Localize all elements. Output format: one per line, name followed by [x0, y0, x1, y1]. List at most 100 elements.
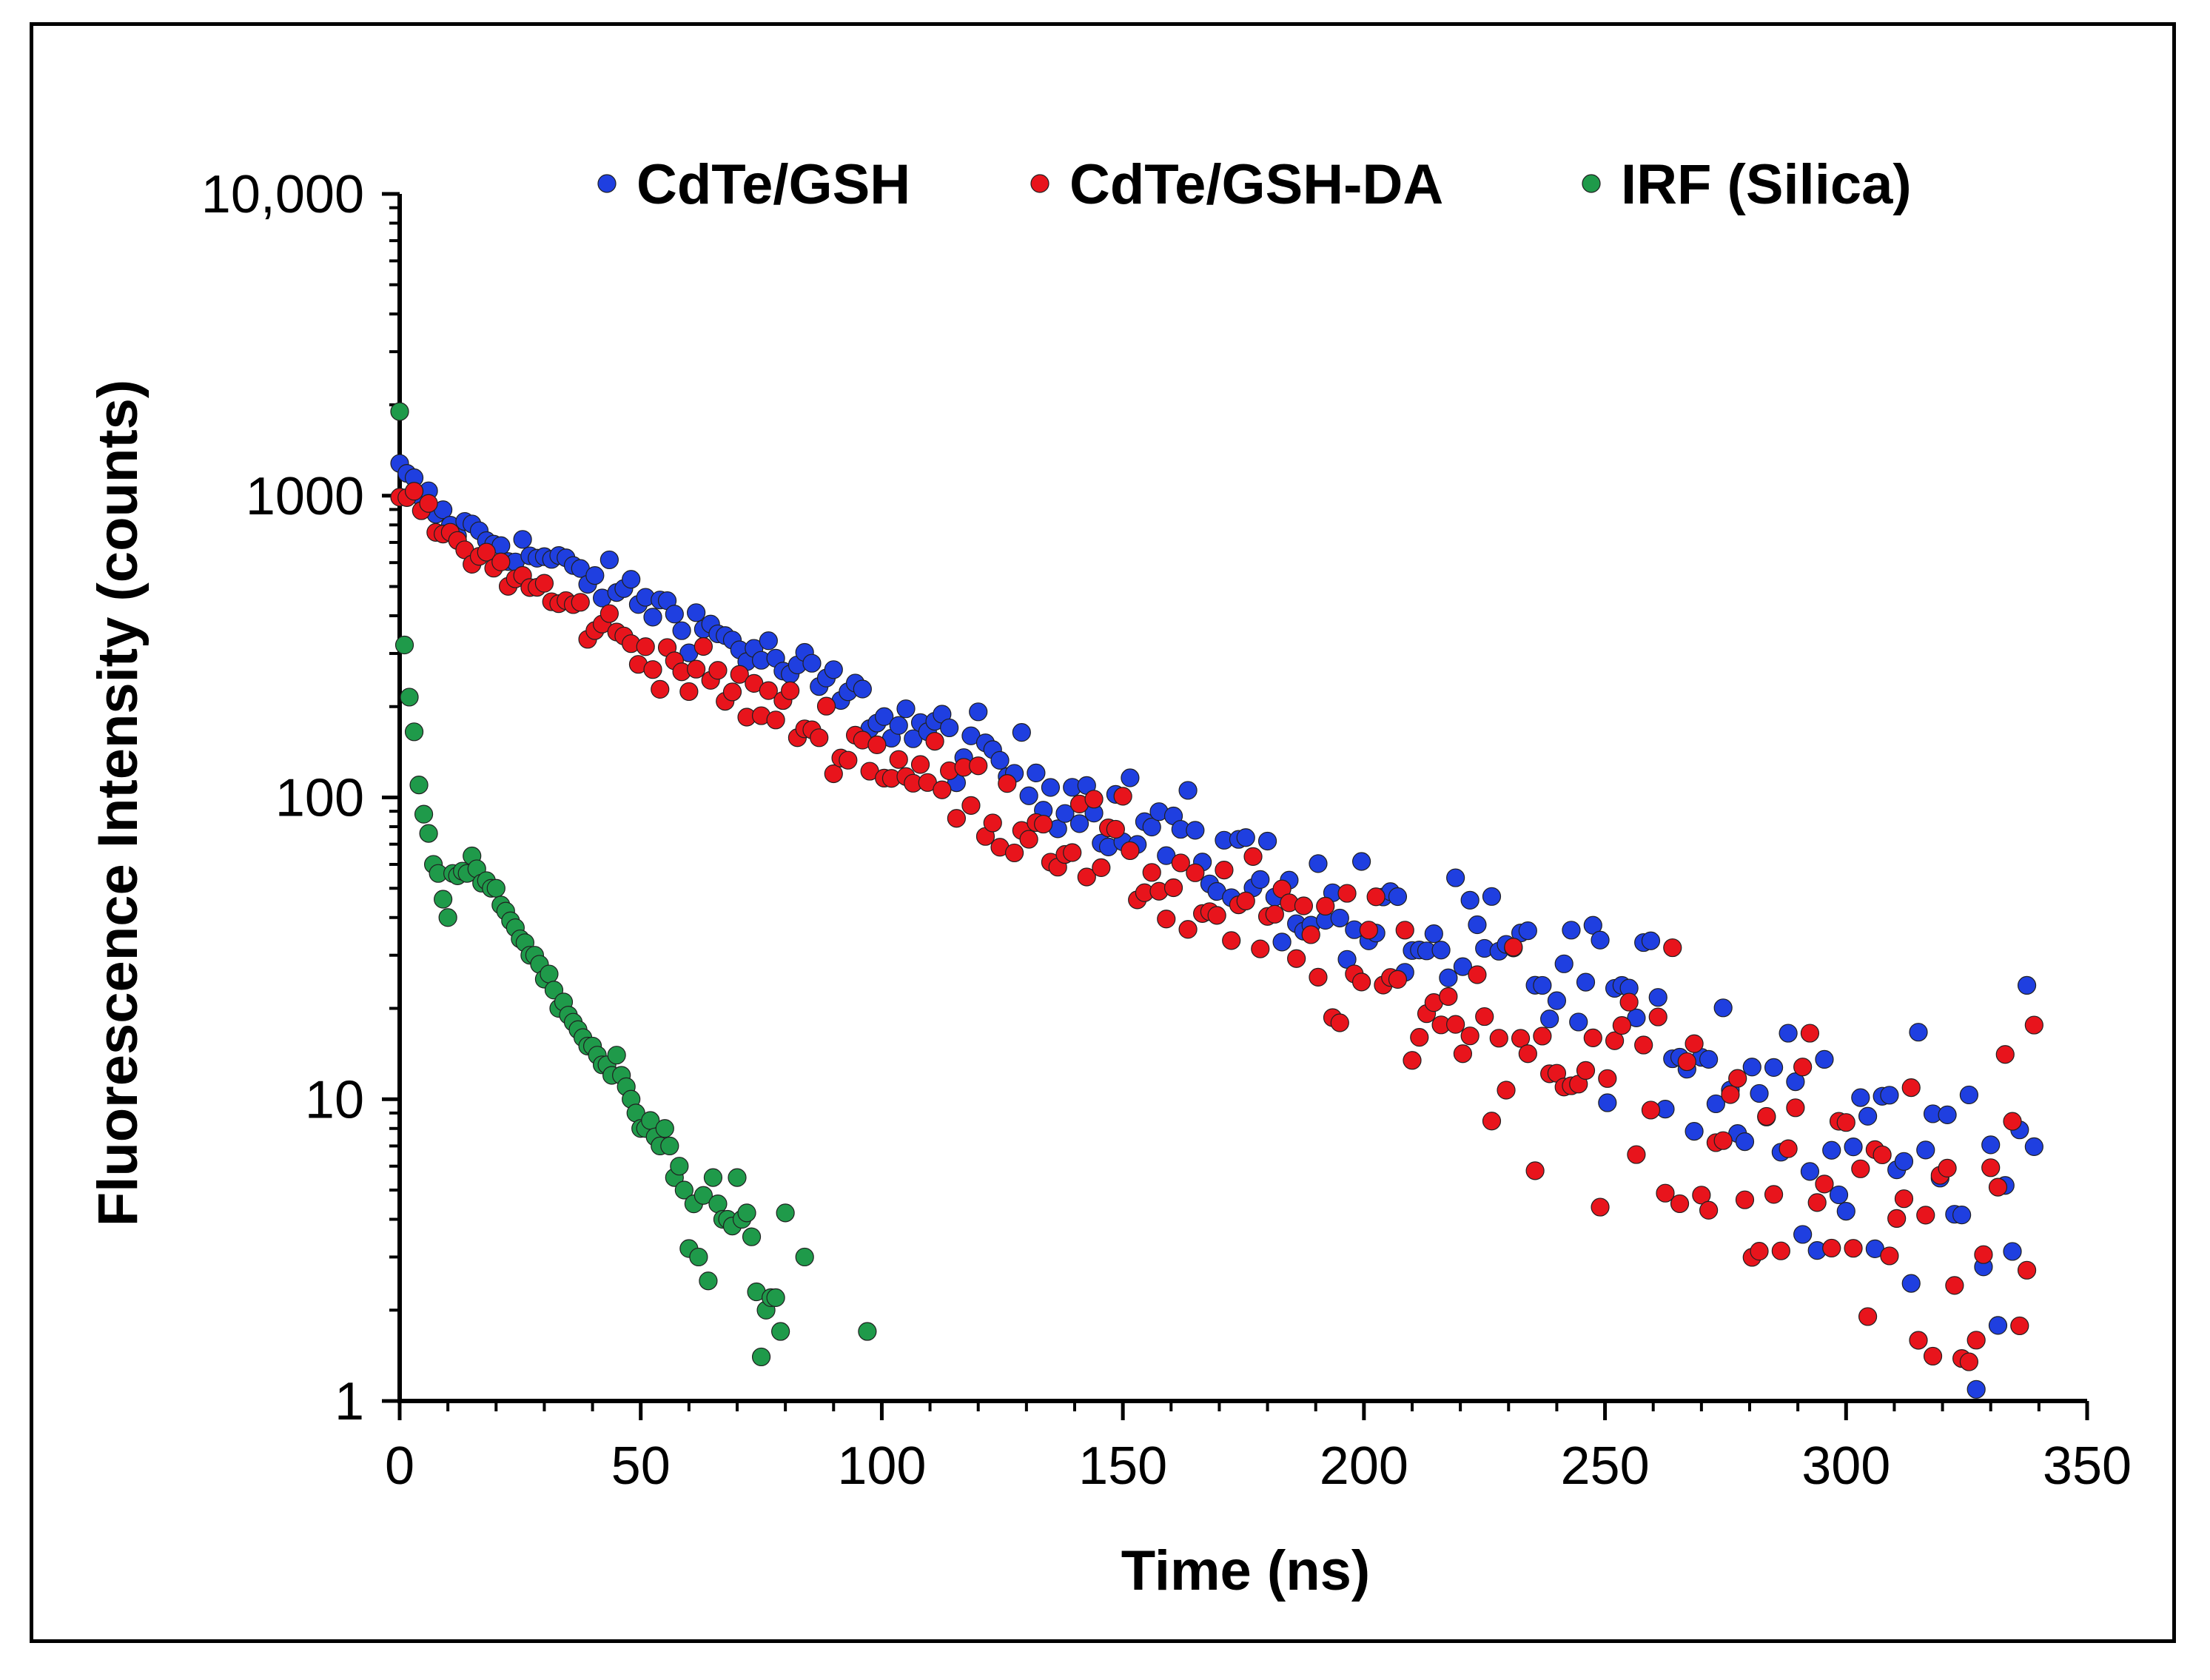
y-tick-label: 10 — [305, 1070, 364, 1129]
cdte-gsh-da-point — [1287, 949, 1306, 968]
cdte-gsh-point — [1019, 786, 1038, 805]
cdte-gsh-da-point — [1901, 1078, 1921, 1098]
irf-silica-point — [693, 1186, 713, 1205]
cdte-gsh-da-point — [1938, 1158, 1957, 1177]
irf-silica-point — [486, 878, 506, 898]
cdte-gsh-da-point — [1525, 1161, 1545, 1180]
cdte-gsh-da-point — [1663, 938, 1682, 958]
cdte-gsh-point — [1431, 941, 1451, 960]
cdte-gsh-da-point — [1106, 819, 1125, 839]
x-axis-title: Time (ns) — [1121, 1539, 1370, 1602]
y-axis-title: Fluorescence Intensity (counts) — [87, 380, 150, 1226]
cdte-gsh-da-point — [1439, 987, 1458, 1007]
cdte-gsh-da-point — [1084, 790, 1104, 809]
cdte-gsh-point — [513, 530, 532, 549]
cdte-gsh-da-point — [1945, 1276, 1964, 1295]
cdte-gsh-da-point — [1186, 863, 1205, 882]
cdte-gsh-point — [585, 566, 605, 585]
cdte-gsh-da-point — [1207, 906, 1226, 925]
legend-label: IRF (Silica) — [1621, 153, 1912, 216]
cdte-gsh-point — [1388, 887, 1408, 907]
cdte-gsh-da-point — [1460, 1027, 1480, 1046]
cdte-gsh-da-point — [477, 542, 496, 562]
data-points — [390, 402, 2043, 1399]
cdte-gsh-point — [1533, 975, 1552, 995]
y-tick-label: 1000 — [246, 467, 364, 526]
y-tick-label: 1 — [335, 1372, 364, 1431]
cdte-gsh-point — [665, 605, 684, 624]
cdte-gsh-da-point — [1909, 1331, 1928, 1350]
cdte-gsh-da-point — [730, 665, 749, 684]
irf-silica-point — [742, 1227, 762, 1246]
cdte-gsh-da-point — [969, 756, 988, 776]
x-tick-label: 250 — [1561, 1437, 1650, 1496]
cdte-gsh-da-point — [1410, 1028, 1429, 1047]
cdte-gsh-point — [896, 699, 916, 719]
irf-silica-point — [689, 1247, 708, 1267]
cdte-gsh-da-point — [1446, 1015, 1465, 1034]
cdte-gsh-point — [1540, 1009, 1559, 1029]
cdte-gsh-da-point — [816, 696, 836, 716]
cdte-gsh-point — [1554, 954, 1573, 973]
cdte-gsh-da-point — [693, 636, 713, 656]
cdte-gsh-da-point — [1294, 896, 1314, 915]
cdte-gsh-da-point — [1157, 910, 1176, 929]
cdte-gsh-point — [1482, 887, 1502, 906]
irf-silica-point — [776, 1203, 795, 1223]
cdte-gsh-da-point — [571, 593, 590, 612]
cdte-gsh-da-point — [961, 796, 981, 815]
cdte-gsh-da-point — [1692, 1186, 1711, 1205]
cdte-gsh-da-point — [1800, 1024, 1820, 1043]
cdte-gsh-point — [1750, 1083, 1769, 1103]
cdte-gsh-da-point — [1453, 1044, 1473, 1064]
cdte-gsh-point — [1822, 1140, 1841, 1160]
cdte-gsh-da-point — [1981, 1158, 2001, 1177]
cdte-gsh-point — [1251, 870, 1270, 889]
cdte-gsh-point — [1309, 854, 1328, 873]
cdte-gsh-point — [1460, 890, 1480, 910]
irf-silica-point — [699, 1271, 718, 1291]
cdte-gsh-da-point — [1518, 1044, 1537, 1064]
cdte-gsh-da-point — [651, 679, 670, 699]
cdte-gsh-da-point — [1359, 921, 1378, 940]
cdte-gsh-da-point — [1316, 896, 1335, 916]
cdte-gsh-point — [1468, 915, 1487, 935]
cdte-gsh-da-point — [1699, 1200, 1719, 1220]
cdte-gsh-point — [1041, 778, 1061, 797]
cdte-gsh-point — [1272, 933, 1292, 952]
cdte-gsh-da-point — [1215, 861, 1234, 880]
cdte-gsh-da-point — [1612, 1016, 1631, 1035]
irf-silica-point — [414, 804, 434, 824]
cdte-gsh-da-point — [1121, 841, 1140, 861]
cdte-gsh-point — [1351, 852, 1371, 871]
cdte-gsh-point — [1186, 821, 1205, 840]
cdte-gsh-point — [1055, 804, 1075, 823]
cdte-gsh-point — [1576, 972, 1596, 992]
cdte-gsh-da-point — [1627, 1145, 1646, 1164]
irf-silica-point — [394, 635, 414, 655]
cdte-gsh-da-point — [708, 661, 728, 680]
cdte-gsh-point — [1641, 931, 1661, 950]
cdte-gsh-da-point — [947, 809, 967, 828]
cdte-gsh-da-point — [1583, 1028, 1602, 1047]
cdte-gsh-point — [1598, 1093, 1617, 1112]
cdte-gsh-da-point — [1916, 1206, 1935, 1225]
cdte-gsh-point — [1880, 1086, 1899, 1105]
cdte-gsh-point — [1627, 1008, 1646, 1027]
cdte-gsh-point — [1901, 1274, 1921, 1293]
cdte-gsh-point — [2017, 975, 2037, 995]
cdte-gsh-da-point — [1757, 1106, 1776, 1126]
cdte-gsh-da-point — [1395, 921, 1414, 940]
cdte-gsh-da-point — [2010, 1316, 2029, 1336]
irf-silica-point — [400, 688, 419, 707]
cdte-gsh-da-point — [687, 659, 706, 679]
irf-silica-point — [751, 1347, 771, 1367]
cdte-gsh-point — [1836, 1202, 1855, 1221]
cdte-gsh-point — [1938, 1105, 1957, 1124]
cdte-gsh-da-point — [491, 552, 511, 571]
cdte-gsh-da-point — [1764, 1185, 1784, 1204]
cdte-gsh-da-point — [679, 682, 699, 702]
cdte-gsh-da-point — [1019, 830, 1038, 849]
cdte-gsh-point — [2003, 1242, 2022, 1261]
